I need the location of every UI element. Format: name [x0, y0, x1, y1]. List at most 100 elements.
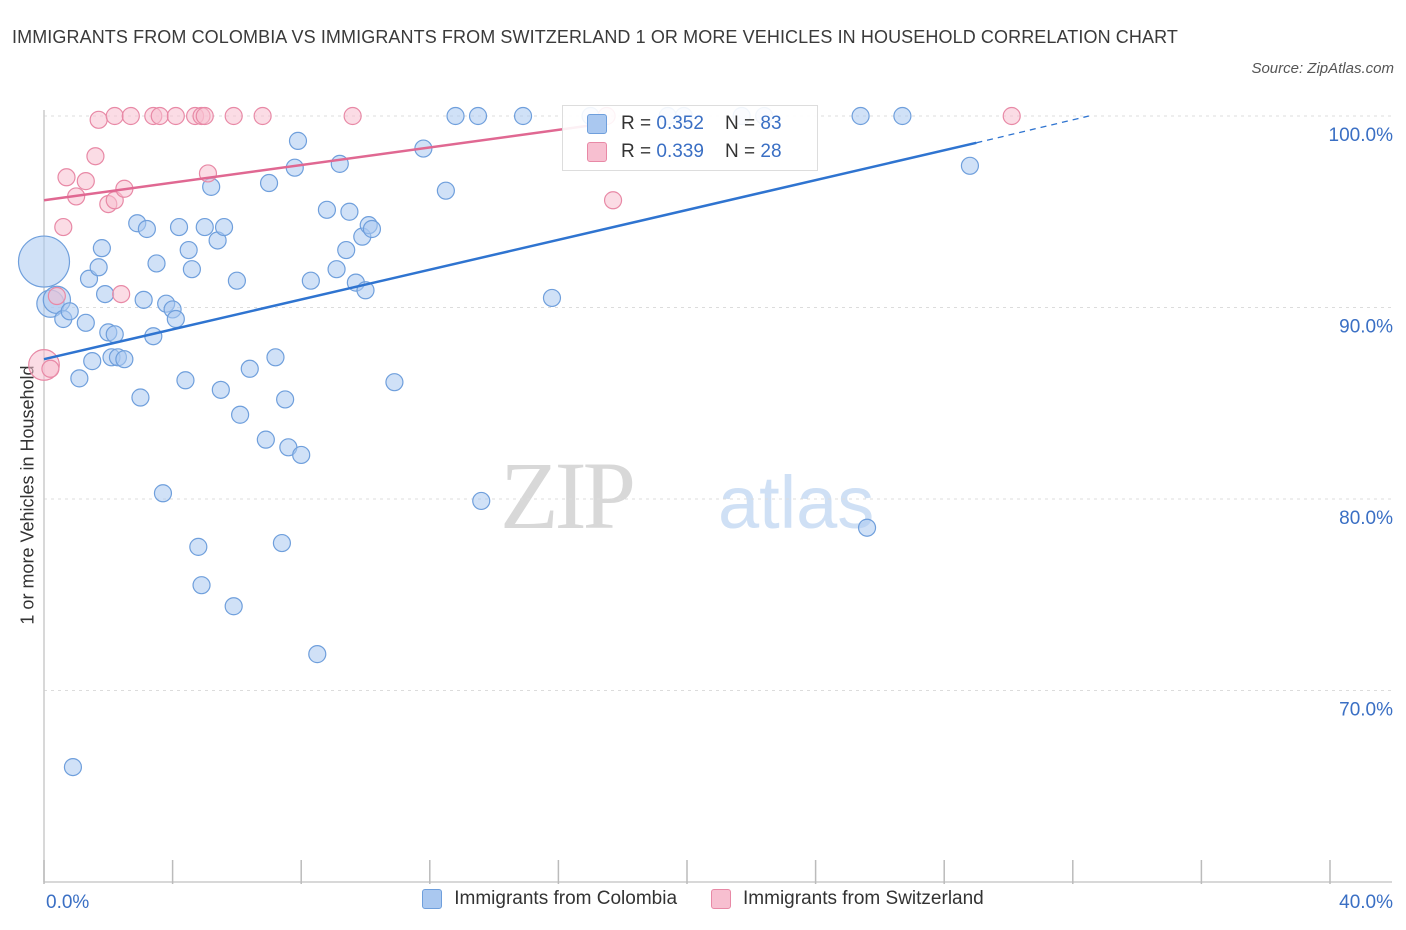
point-switzerland — [1002, 106, 1021, 126]
point-colombia — [224, 597, 243, 616]
series-colombia — [17, 106, 980, 777]
point-colombia — [259, 173, 279, 193]
stats-swatch-colombia — [587, 114, 607, 134]
point-colombia — [231, 405, 250, 424]
legend-item-colombia[interactable]: Immigrants from Colombia — [422, 888, 677, 910]
point-colombia — [256, 430, 275, 449]
n-value-colombia: 83 — [760, 113, 782, 134]
point-colombia — [337, 240, 356, 260]
trend-line-colombia — [43, 141, 977, 361]
point-colombia — [362, 219, 382, 239]
point-colombia — [436, 181, 455, 200]
point-switzerland — [86, 147, 105, 166]
legend-item-switzerland[interactable]: Immigrants from Switzerland — [711, 888, 984, 910]
source-label: Source: ZipAtlas.com — [1251, 60, 1394, 77]
r-label: R = — [621, 141, 657, 162]
r-value-switzerland: 0.339 — [656, 141, 704, 162]
n-label: N = — [725, 141, 761, 162]
point-colombia — [176, 371, 195, 390]
point-colombia — [192, 576, 211, 595]
point-colombia — [446, 106, 465, 126]
stats-swatch-switzerland — [587, 142, 607, 162]
y-tick-label: 70.0% — [1339, 700, 1393, 721]
watermark-atlas: atlas — [718, 461, 874, 544]
point-switzerland — [89, 110, 108, 129]
point-switzerland — [121, 106, 140, 126]
legend-label-colombia: Immigrants from Colombia — [454, 888, 678, 909]
point-switzerland — [54, 217, 73, 237]
x-tick-label: 40.0% — [1339, 892, 1393, 913]
watermark-zip: ZIP — [500, 442, 633, 549]
point-colombia — [169, 217, 189, 237]
point-colombia — [292, 445, 311, 465]
point-switzerland — [41, 359, 60, 378]
point-colombia — [301, 271, 320, 290]
point-colombia — [63, 757, 83, 777]
point-colombia — [76, 313, 95, 332]
point-colombia — [131, 388, 150, 407]
point-switzerland — [150, 106, 169, 126]
y-tick-label: 80.0% — [1339, 508, 1393, 529]
point-colombia — [134, 290, 153, 309]
point-colombia — [147, 254, 166, 273]
point-colombia — [851, 106, 870, 126]
point-colombia — [227, 271, 246, 290]
point-colombia — [83, 352, 102, 371]
point-colombia — [137, 219, 156, 239]
y-tick-label: 100.0% — [1329, 125, 1394, 146]
point-colombia — [542, 288, 562, 308]
point-colombia — [288, 131, 308, 150]
point-colombia — [385, 373, 404, 392]
point-switzerland — [112, 284, 131, 304]
point-colombia — [211, 380, 230, 399]
legend-swatch-colombia — [422, 889, 443, 909]
point-switzerland — [343, 106, 362, 126]
point-colombia — [92, 239, 111, 258]
stats-box: R = 0.352 N = 83 R = 0.339 N = 28 — [562, 105, 818, 171]
tick-labels: 100.0% 90.0% 80.0% 70.0% 0.0% 40.0% — [46, 125, 1393, 913]
point-colombia — [182, 260, 201, 279]
point-switzerland — [224, 106, 243, 126]
point-colombia — [189, 537, 208, 556]
trend-line-switzerland — [43, 122, 604, 202]
point-colombia — [166, 309, 185, 329]
point-switzerland — [76, 172, 95, 191]
point-colombia — [276, 390, 295, 409]
series-switzerland — [28, 106, 1021, 381]
legend-label-switzerland: Immigrants from Switzerland — [743, 888, 984, 909]
point-colombia — [266, 348, 285, 367]
point-colombia — [153, 484, 173, 503]
point-switzerland — [47, 286, 66, 306]
point-colombia — [17, 235, 71, 288]
n-value-switzerland: 28 — [760, 141, 782, 162]
point-colombia — [115, 350, 134, 369]
point-switzerland — [195, 106, 214, 126]
point-colombia — [89, 258, 108, 277]
point-switzerland — [105, 106, 124, 126]
point-colombia — [70, 369, 89, 388]
zipatlas-watermark: ZIP atlas — [500, 442, 874, 549]
n-label: N = — [725, 113, 761, 134]
r-value-colombia: 0.352 — [656, 113, 704, 134]
point-colombia — [340, 202, 359, 221]
point-colombia — [240, 359, 259, 378]
legend-swatch-switzerland — [711, 889, 732, 909]
point-switzerland — [253, 106, 272, 126]
x-tick-label: 0.0% — [46, 892, 89, 913]
point-colombia — [327, 260, 346, 279]
point-switzerland — [57, 168, 76, 187]
point-colombia — [472, 491, 491, 511]
point-colombia — [95, 284, 115, 304]
point-colombia — [272, 533, 292, 553]
point-colombia — [60, 302, 79, 321]
point-switzerland — [166, 106, 185, 126]
point-colombia — [195, 217, 214, 237]
legend: Immigrants from Colombia Immigrants from… — [0, 888, 1406, 910]
point-colombia — [960, 156, 980, 175]
point-colombia — [317, 200, 337, 219]
point-colombia — [857, 518, 877, 537]
point-colombia — [214, 217, 234, 237]
point-switzerland — [603, 191, 623, 210]
point-colombia — [179, 240, 198, 260]
point-colombia — [893, 106, 912, 126]
